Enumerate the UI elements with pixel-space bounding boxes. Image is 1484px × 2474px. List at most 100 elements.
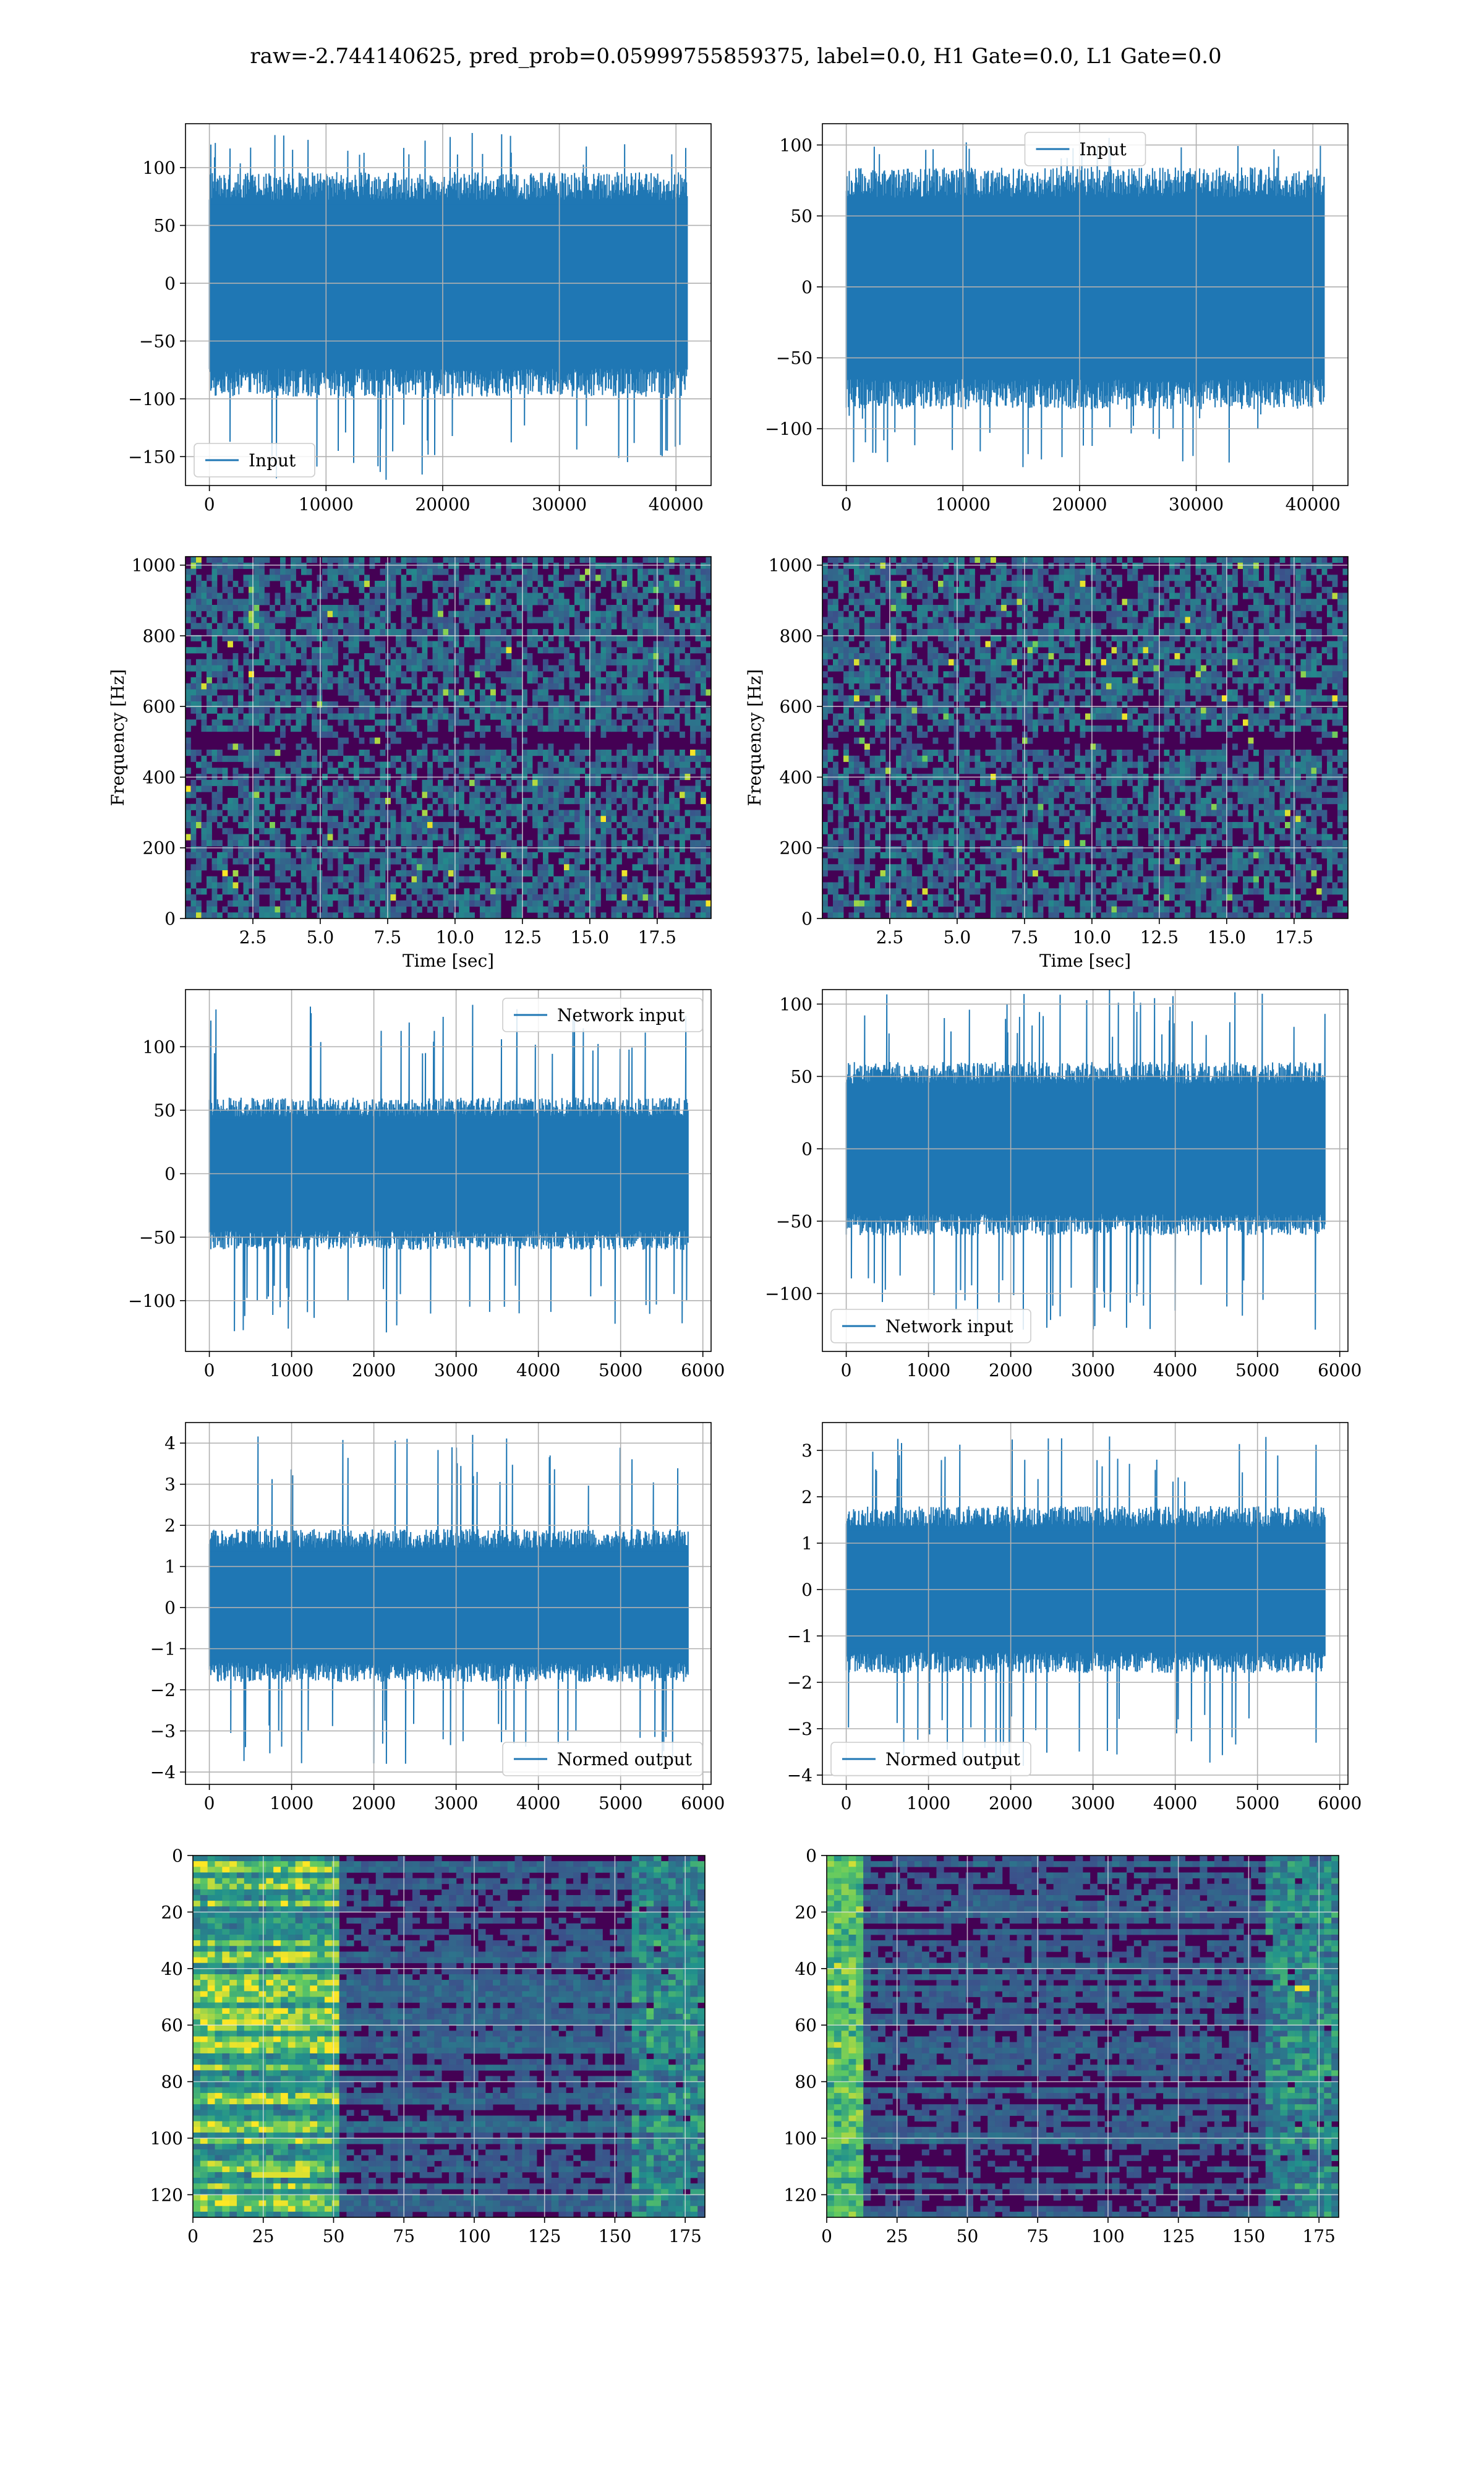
network-input-h1-ytick-label: 100: [143, 1037, 176, 1057]
normed-output-h1-ytick-label: 4: [164, 1433, 176, 1453]
output-map-h1-ytick-label: 60: [161, 2015, 183, 2035]
network-input-h1-xtick-label: 6000: [681, 1360, 725, 1380]
spectrogram-h1-ytick-label: 0: [164, 909, 176, 929]
input-l1-xtick-label: 40000: [1286, 494, 1341, 515]
output-map-h1-xtick-label: 50: [323, 2226, 345, 2246]
spectrogram-h1-xtick-label: 17.5: [638, 927, 676, 948]
spectrogram-h1-xtick-label: 7.5: [374, 927, 402, 948]
input-l1-xtick-label: 30000: [1169, 494, 1224, 515]
network-input-l1-ytick-label: 100: [780, 994, 812, 1014]
input-h1-xtick-label: 0: [204, 494, 215, 515]
normed-output-h1-ytick-label: −3: [150, 1721, 176, 1742]
spectrogram-l1-xtick-label: 2.5: [876, 927, 904, 948]
spectrogram-l1-xtick-label: 5.0: [944, 927, 971, 948]
spectrogram-h1-xtick-label: 15.0: [571, 927, 609, 948]
output-map-h1-xtick-label: 75: [393, 2226, 415, 2246]
input-h1-xtick-label: 20000: [415, 494, 470, 515]
normed-output-l1-ytick-label: 3: [801, 1440, 812, 1461]
output-map-l1-frame: [826, 1855, 1339, 2218]
input-h1-ytick-label: −100: [128, 389, 176, 409]
normed-output-l1-ytick-label: −3: [787, 1719, 812, 1739]
normed-output-l1-xtick-label: 3000: [1071, 1793, 1115, 1813]
network-input-l1-frame: [822, 989, 1349, 1352]
normed-output-h1-legend-label: Normed output: [557, 1749, 693, 1770]
normed-output-h1-xtick-label: 4000: [516, 1793, 560, 1813]
normed-output-h1-series-body: [209, 1551, 688, 1660]
output-map-l1-xtick-label: 150: [1232, 2226, 1265, 2246]
spectrogram-h1-xtick-label: 5.0: [307, 927, 335, 948]
output-map-h1-xtick-label: 25: [252, 2226, 275, 2246]
network-input-l1-xtick-label: 0: [841, 1360, 852, 1380]
input-h1-xtick-label: 30000: [532, 494, 587, 515]
input-h1-xtick-label: 40000: [649, 494, 704, 515]
output-map-h1-xtick-label: 150: [599, 2226, 631, 2246]
output-map-h1-ytick-label: 100: [150, 2128, 183, 2149]
network-input-h1-legend-box: [502, 998, 703, 1032]
normed-output-h1-xtick-label: 2000: [352, 1793, 396, 1813]
network-input-l1-xtick-label: 4000: [1153, 1360, 1197, 1380]
spectrogram-l1-xlabel: Time [sec]: [1039, 951, 1131, 971]
input-l1-ytick-label: −50: [776, 348, 812, 369]
spectrogram-h1-plot-area: [186, 557, 711, 918]
network-input-h1-ytick-label: 0: [164, 1164, 176, 1184]
normed-output-h1-plot-area: [186, 1423, 711, 1784]
spectrogram-l1-ytick-label: 0: [801, 909, 812, 929]
input-h1-legend: Input: [194, 443, 315, 477]
network-input-l1-legend-box: [830, 1309, 1031, 1343]
input-l1-ytick-label: 0: [801, 277, 812, 297]
network-input-h1-ytick-label: 50: [153, 1100, 176, 1121]
network-input-l1-xtick-label: 6000: [1318, 1360, 1362, 1380]
normed-output-h1-axes: 0 1000 2000 3000 4000 5000 6000 −4 −3 −2 −1 0 1 2 3 4 No…: [150, 1422, 725, 1813]
input-h1-xtick-label: 10000: [299, 494, 354, 515]
normed-output-l1-xtick-label: 1000: [906, 1793, 950, 1813]
output-map-l1-ytick-label: 80: [795, 2072, 817, 2092]
network-input-h1-ytick-label: −100: [128, 1291, 176, 1311]
output-map-l1-ytick-label: 120: [784, 2185, 817, 2205]
spectrogram-h1-ytick-label: 1000: [132, 555, 176, 576]
input-h1-frame: [185, 123, 712, 486]
spectrogram-h1-xtick-label: 12.5: [503, 927, 542, 948]
spectrogram-l1-axes: 2.5 5.0 7.5 10.0 12.5 15.0 17.5 0 200 400 600 800 10…: [744, 555, 1349, 971]
spectrogram-l1-xtick-label: 10.0: [1073, 927, 1111, 948]
output-map-h1-axes: 0 25 50 75 100 125 150 175 0 20 40 60 80 100 120: [150, 1846, 706, 2246]
normed-output-l1-legend-box: [830, 1742, 1031, 1776]
network-input-h1-xtick-label: 0: [204, 1360, 215, 1380]
output-map-h1-xtick-label: 100: [458, 2226, 490, 2246]
output-map-l1-ytick-label: 40: [795, 1959, 817, 1979]
input-h1-ytick-label: −50: [139, 331, 176, 351]
normed-output-h1-xtick-label: 5000: [599, 1793, 642, 1813]
spectrogram-l1-xtick-label: 12.5: [1140, 927, 1179, 948]
network-input-l1-legend-label: Network input: [885, 1316, 1013, 1337]
normed-output-h1-xtick-label: 3000: [434, 1793, 478, 1813]
spectrogram-l1-ylabel: Frequency [Hz]: [744, 669, 765, 806]
input-l1-ytick-label: 100: [780, 135, 812, 155]
network-input-h1-xtick-label: 1000: [270, 1360, 313, 1380]
network-input-h1-xtick-label: 5000: [599, 1360, 642, 1380]
network-input-l1-xtick-label: 3000: [1071, 1360, 1115, 1380]
output-map-l1-xtick-label: 0: [821, 2226, 832, 2246]
figure-title: raw=-2.744140625, pred_prob=0.0599975585…: [250, 44, 1221, 69]
normed-output-h1-xtick-label: 6000: [681, 1793, 725, 1813]
network-input-h1-plot-area: [186, 990, 711, 1351]
output-map-h1-xtick-label: 175: [668, 2226, 701, 2246]
network-input-h1-axes: 0 1000 2000 3000 4000 5000 6000 −100 −50 0 50 100 Ne…: [128, 989, 725, 1380]
normed-output-h1-ytick-label: 3: [164, 1475, 176, 1495]
spectrogram-l1-ytick-label: 400: [780, 767, 812, 787]
spectrogram-h1-frame: [185, 556, 712, 919]
normed-output-l1-legend: Normed output: [830, 1742, 1031, 1776]
output-map-l1-ytick-label: 20: [795, 1902, 817, 1922]
output-map-l1-ytick-label: 100: [784, 2128, 817, 2149]
input-h1-legend-box: [194, 443, 315, 477]
output-map-h1-ytick-label: 120: [150, 2185, 183, 2205]
spectrogram-l1-xtick-label: 15.0: [1208, 927, 1246, 948]
spectrogram-h1-ytick-label: 800: [143, 626, 176, 646]
normed-output-h1-xtick-label: 1000: [270, 1793, 313, 1813]
normed-output-l1-xtick-label: 2000: [989, 1793, 1033, 1813]
input-l1-axes: 0 10000 20000 30000 40000 −100 −50 0 50 100 Input: [765, 123, 1349, 515]
normed-output-l1-ytick-label: −2: [787, 1672, 812, 1693]
input-l1-xtick-label: 10000: [936, 494, 991, 515]
input-h1-ytick-label: 100: [143, 158, 176, 178]
spectrogram-h1-ytick-label: 200: [143, 838, 176, 858]
input-l1-ytick-label: 50: [790, 206, 812, 226]
output-map-h1-xtick-label: 125: [528, 2226, 561, 2246]
